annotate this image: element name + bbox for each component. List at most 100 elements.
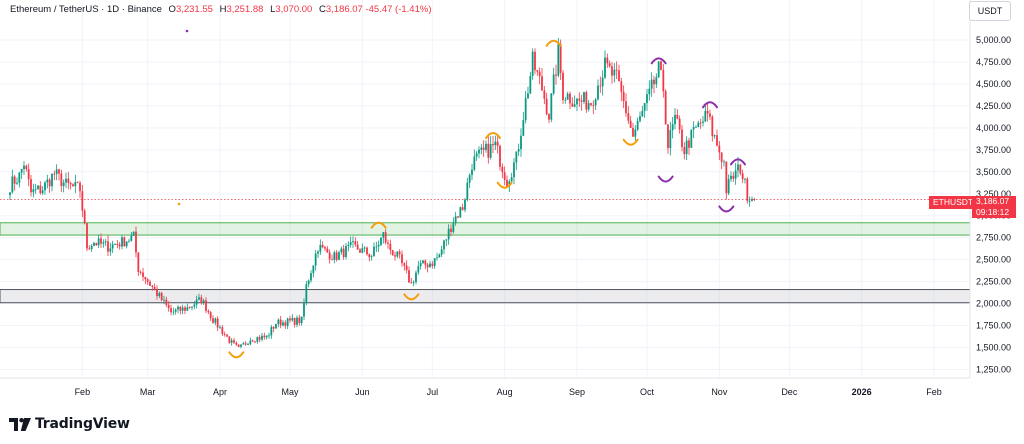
candle-body xyxy=(221,327,224,334)
candle-body xyxy=(751,198,753,201)
candle-body xyxy=(625,101,627,114)
candle-body xyxy=(146,279,149,282)
candle-body xyxy=(258,337,261,340)
candle-body xyxy=(18,172,21,183)
bottom-arc-november xyxy=(718,205,735,213)
open-label: O xyxy=(168,4,176,15)
candle-body xyxy=(79,182,81,192)
symbol-title[interactable]: Ethereum / TetherUS · 1D · Binance xyxy=(10,4,162,15)
candle-body xyxy=(324,247,326,249)
low-label: L xyxy=(270,4,276,15)
candle-body xyxy=(139,271,142,273)
candle-body xyxy=(550,93,553,120)
candle-body xyxy=(265,335,268,338)
candle-body xyxy=(576,98,578,105)
y-tick-label: 4,000.00 xyxy=(976,123,1011,133)
candle-body xyxy=(657,61,660,78)
tradingview-logo[interactable]: TradingView xyxy=(9,414,130,434)
tradingview-logo-icon xyxy=(9,417,31,431)
candle-body xyxy=(135,231,137,253)
candle-body xyxy=(737,164,739,171)
candle-body xyxy=(123,237,126,247)
candle-body xyxy=(753,198,756,200)
close-label: C xyxy=(318,4,326,15)
currency-selector[interactable]: USDT xyxy=(969,1,1011,21)
candle-body xyxy=(405,265,408,271)
candle-body xyxy=(746,178,749,201)
y-tick-label: 3,250.00 xyxy=(976,189,1011,199)
candle-body xyxy=(93,242,95,246)
candle-body xyxy=(256,337,259,342)
bottom-arc-september xyxy=(622,138,639,146)
candle-body xyxy=(410,282,413,284)
candle-body xyxy=(58,169,60,174)
candle-body xyxy=(613,69,616,76)
candle-body xyxy=(230,340,233,343)
candle-body xyxy=(599,85,602,87)
candle-body xyxy=(678,118,681,130)
candle-body xyxy=(433,258,436,266)
candle-body xyxy=(198,297,200,300)
candle-body xyxy=(403,263,406,266)
marker-dot xyxy=(185,29,189,33)
candle-body xyxy=(389,243,392,251)
candle-body xyxy=(261,335,263,340)
candle-body xyxy=(86,223,88,249)
candle-body xyxy=(333,252,336,260)
candle-body xyxy=(321,244,324,248)
candle-body xyxy=(23,165,25,170)
candle-body xyxy=(328,252,331,260)
candle-body xyxy=(636,121,639,130)
candle-body xyxy=(452,222,455,232)
candlestick-series xyxy=(9,38,756,349)
candle-body xyxy=(459,207,462,218)
candle-body xyxy=(48,179,51,187)
candle-body xyxy=(606,57,609,64)
candle-body xyxy=(569,93,571,104)
candle-body xyxy=(412,282,415,283)
candle-body xyxy=(478,149,480,154)
open-value: 3,231.55 xyxy=(175,4,213,15)
candle-body xyxy=(692,127,695,130)
candle-body xyxy=(627,113,630,121)
candle-body xyxy=(13,176,16,184)
candle-body xyxy=(44,182,46,191)
candle-body xyxy=(475,153,478,157)
candle-body xyxy=(354,241,357,245)
candle-body xyxy=(473,156,476,170)
candle-body xyxy=(720,152,723,162)
top-arc-june xyxy=(370,221,387,229)
candle-body xyxy=(641,110,644,117)
candle-body xyxy=(39,185,42,194)
candle-body xyxy=(601,77,604,87)
candle-body xyxy=(312,265,315,274)
candle-body xyxy=(83,210,86,224)
candle-body xyxy=(319,244,322,252)
y-tick-label: 4,500.00 xyxy=(976,79,1011,89)
candle-body xyxy=(226,334,228,337)
candle-body xyxy=(366,247,368,255)
candle-body xyxy=(690,129,693,148)
candle-body xyxy=(356,244,359,250)
candle-body xyxy=(704,110,707,122)
candle-body xyxy=(450,228,452,232)
candle-body xyxy=(380,237,382,245)
candle-body xyxy=(314,253,317,266)
candle-body xyxy=(464,199,466,210)
candle-body xyxy=(709,113,711,117)
candle-body xyxy=(541,76,543,91)
candle-body xyxy=(352,241,354,243)
candle-body xyxy=(580,100,583,102)
low-value: 3,070.00 xyxy=(275,4,313,15)
candle-body xyxy=(9,192,11,196)
top-arc-july xyxy=(484,132,501,140)
candle-body xyxy=(74,181,77,187)
candle-body xyxy=(443,240,445,250)
candle-body xyxy=(611,66,613,76)
y-tick-label: 5,000.00 xyxy=(976,35,1011,45)
candle-body xyxy=(426,264,429,268)
candle-body xyxy=(648,88,651,95)
symbol-price-tag: ETHUSDT xyxy=(929,196,978,209)
candle-body xyxy=(436,257,438,259)
